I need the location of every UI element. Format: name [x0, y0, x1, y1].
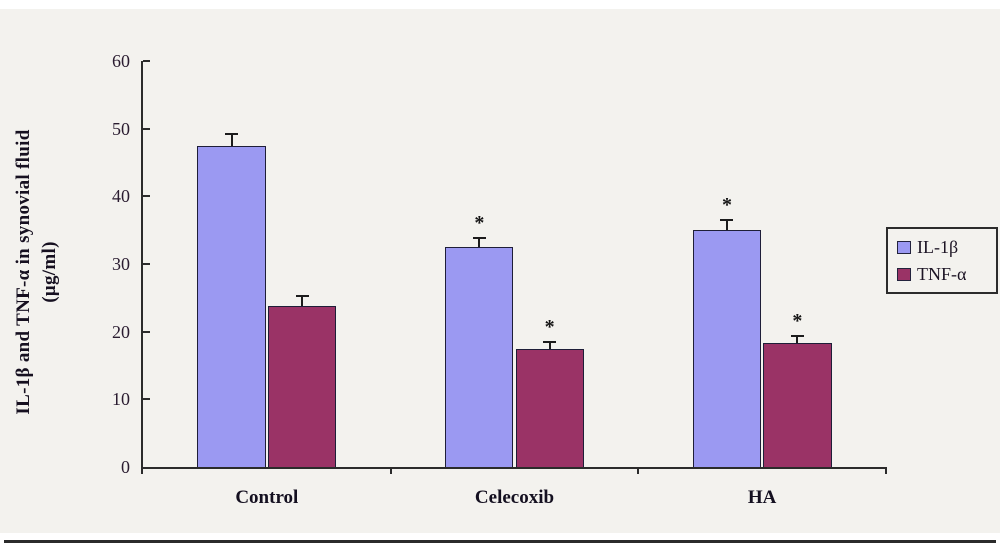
- y-axis-title-line2: (μg/ml): [39, 241, 60, 303]
- y-tick-label: 0: [121, 457, 130, 477]
- y-axis-line: [141, 61, 143, 469]
- y-tick: [143, 398, 150, 401]
- legend-label: IL-1β: [917, 237, 959, 257]
- category-label: Control: [235, 487, 299, 508]
- error-bar-line: [725, 220, 728, 231]
- legend-label: TNF-α: [917, 264, 967, 284]
- x-tick: [390, 467, 392, 474]
- significance-asterisk: *: [474, 211, 485, 234]
- legend-item: IL-1β: [897, 238, 988, 256]
- error-bar-cap: [295, 295, 309, 298]
- error-bar-cap: [225, 133, 239, 136]
- legend-swatch: [897, 240, 911, 254]
- x-axis-line: [141, 467, 886, 469]
- y-tick: [143, 127, 150, 130]
- y-tick: [143, 263, 150, 265]
- category-label: HA: [747, 487, 777, 508]
- error-bar-cap: [543, 340, 557, 343]
- error-bar-cap: [472, 236, 486, 239]
- y-axis-title: IL-1β and TNF-α in synovial fluid (μg/ml…: [11, 62, 65, 482]
- error-bar-line: [548, 341, 551, 349]
- bar: [197, 145, 266, 467]
- significance-asterisk: *: [544, 315, 555, 338]
- x-tick: [637, 467, 639, 474]
- y-axis-title-line1: IL-1β and TNF-α in synovial fluid: [13, 129, 34, 415]
- y-tick-label: 60: [112, 51, 130, 71]
- y-tick-label: 50: [112, 118, 130, 139]
- bar: [515, 348, 584, 467]
- error-bar-line: [230, 134, 233, 146]
- error-bar-line: [301, 296, 303, 306]
- error-bar-cap: [790, 335, 804, 338]
- category-label: Celecoxib: [474, 487, 555, 508]
- bar: [763, 343, 832, 467]
- error-bar-cap: [720, 219, 734, 222]
- x-axis-labels: Control Celecoxib HA: [143, 487, 886, 513]
- y-tick-label: 30: [112, 254, 130, 274]
- y-tick: [143, 60, 150, 62]
- legend-item: TNF-α: [897, 265, 988, 283]
- bar: [267, 305, 337, 467]
- y-tick-label: 40: [112, 186, 130, 207]
- y-tick: [143, 195, 150, 198]
- bottom-rule: [4, 540, 996, 543]
- bar: [692, 230, 762, 467]
- bar: [445, 247, 514, 467]
- legend: IL-1β TNF-α: [886, 227, 998, 294]
- x-tick: [885, 467, 887, 474]
- significance-asterisk: *: [792, 310, 803, 333]
- chart-panel: IL-1β and TNF-α in synovial fluid (μg/ml…: [0, 9, 1000, 543]
- y-tick-label: 20: [112, 321, 130, 342]
- significance-asterisk: *: [721, 194, 732, 217]
- error-bar-line: [478, 237, 481, 248]
- error-bar-line: [796, 336, 799, 344]
- legend-swatch: [897, 267, 911, 281]
- y-tick-label: 10: [112, 389, 130, 410]
- plot-area: 0 10 20 30 40 50 60 * * * *: [112, 51, 887, 477]
- x-tick: [141, 467, 143, 474]
- y-tick: [143, 330, 150, 333]
